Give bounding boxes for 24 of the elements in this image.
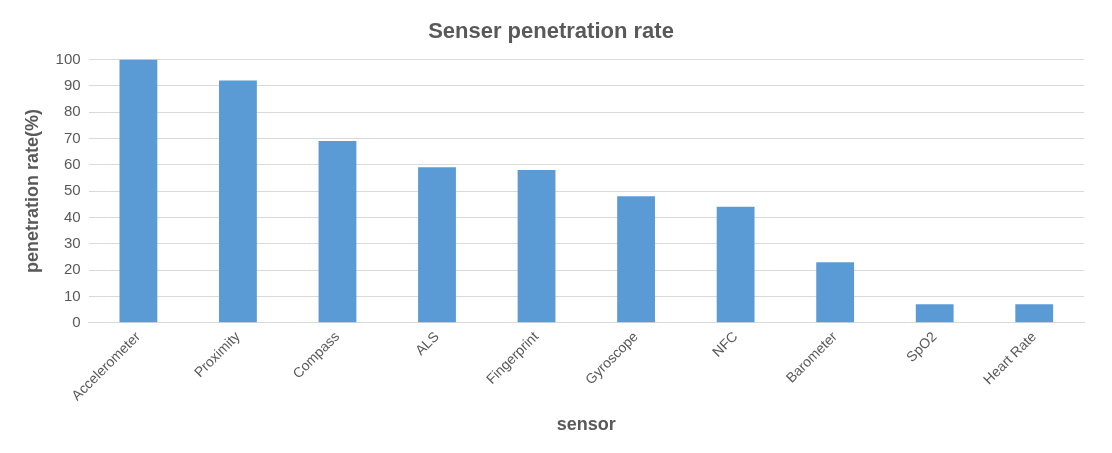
bar bbox=[716, 206, 755, 323]
chart-title: Senser penetration rate bbox=[428, 18, 674, 44]
x-axis-title: sensor bbox=[556, 414, 616, 435]
y-tick-label: 30 bbox=[63, 233, 81, 251]
y-tick-label: 60 bbox=[63, 154, 81, 172]
bar bbox=[517, 169, 556, 323]
y-tick-label: 80 bbox=[63, 102, 81, 120]
y-tick-label: 10 bbox=[63, 286, 81, 304]
y-axis-title: penetration rate(%) bbox=[21, 109, 42, 274]
bar bbox=[119, 59, 158, 323]
y-tick-label: 50 bbox=[63, 181, 81, 199]
y-tick-label: 40 bbox=[63, 207, 81, 225]
y-tick-label: 20 bbox=[63, 260, 81, 278]
y-tick-label: 100 bbox=[55, 49, 81, 67]
bar bbox=[318, 141, 357, 323]
y-tick-label: 90 bbox=[63, 75, 81, 93]
bar bbox=[915, 304, 954, 323]
y-tick-label: 0 bbox=[72, 312, 81, 330]
bar bbox=[816, 262, 855, 323]
bar bbox=[617, 196, 655, 323]
bar bbox=[219, 80, 257, 323]
bar bbox=[418, 167, 456, 323]
y-tick-label: 70 bbox=[63, 128, 81, 146]
bar bbox=[1015, 304, 1054, 323]
